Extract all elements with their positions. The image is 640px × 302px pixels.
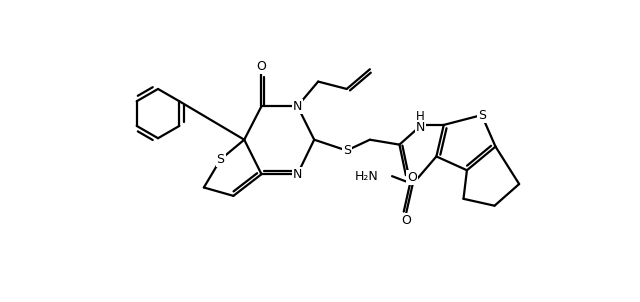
Text: S: S xyxy=(216,153,225,166)
Text: S: S xyxy=(477,108,486,122)
Text: O: O xyxy=(407,171,417,184)
Text: O: O xyxy=(257,60,266,73)
Text: S: S xyxy=(343,144,351,157)
Text: N: N xyxy=(292,100,302,113)
Text: N: N xyxy=(292,168,302,181)
Text: O: O xyxy=(401,214,411,227)
Text: H₂N: H₂N xyxy=(355,170,378,183)
Text: H: H xyxy=(416,110,425,123)
Text: N: N xyxy=(416,121,426,134)
